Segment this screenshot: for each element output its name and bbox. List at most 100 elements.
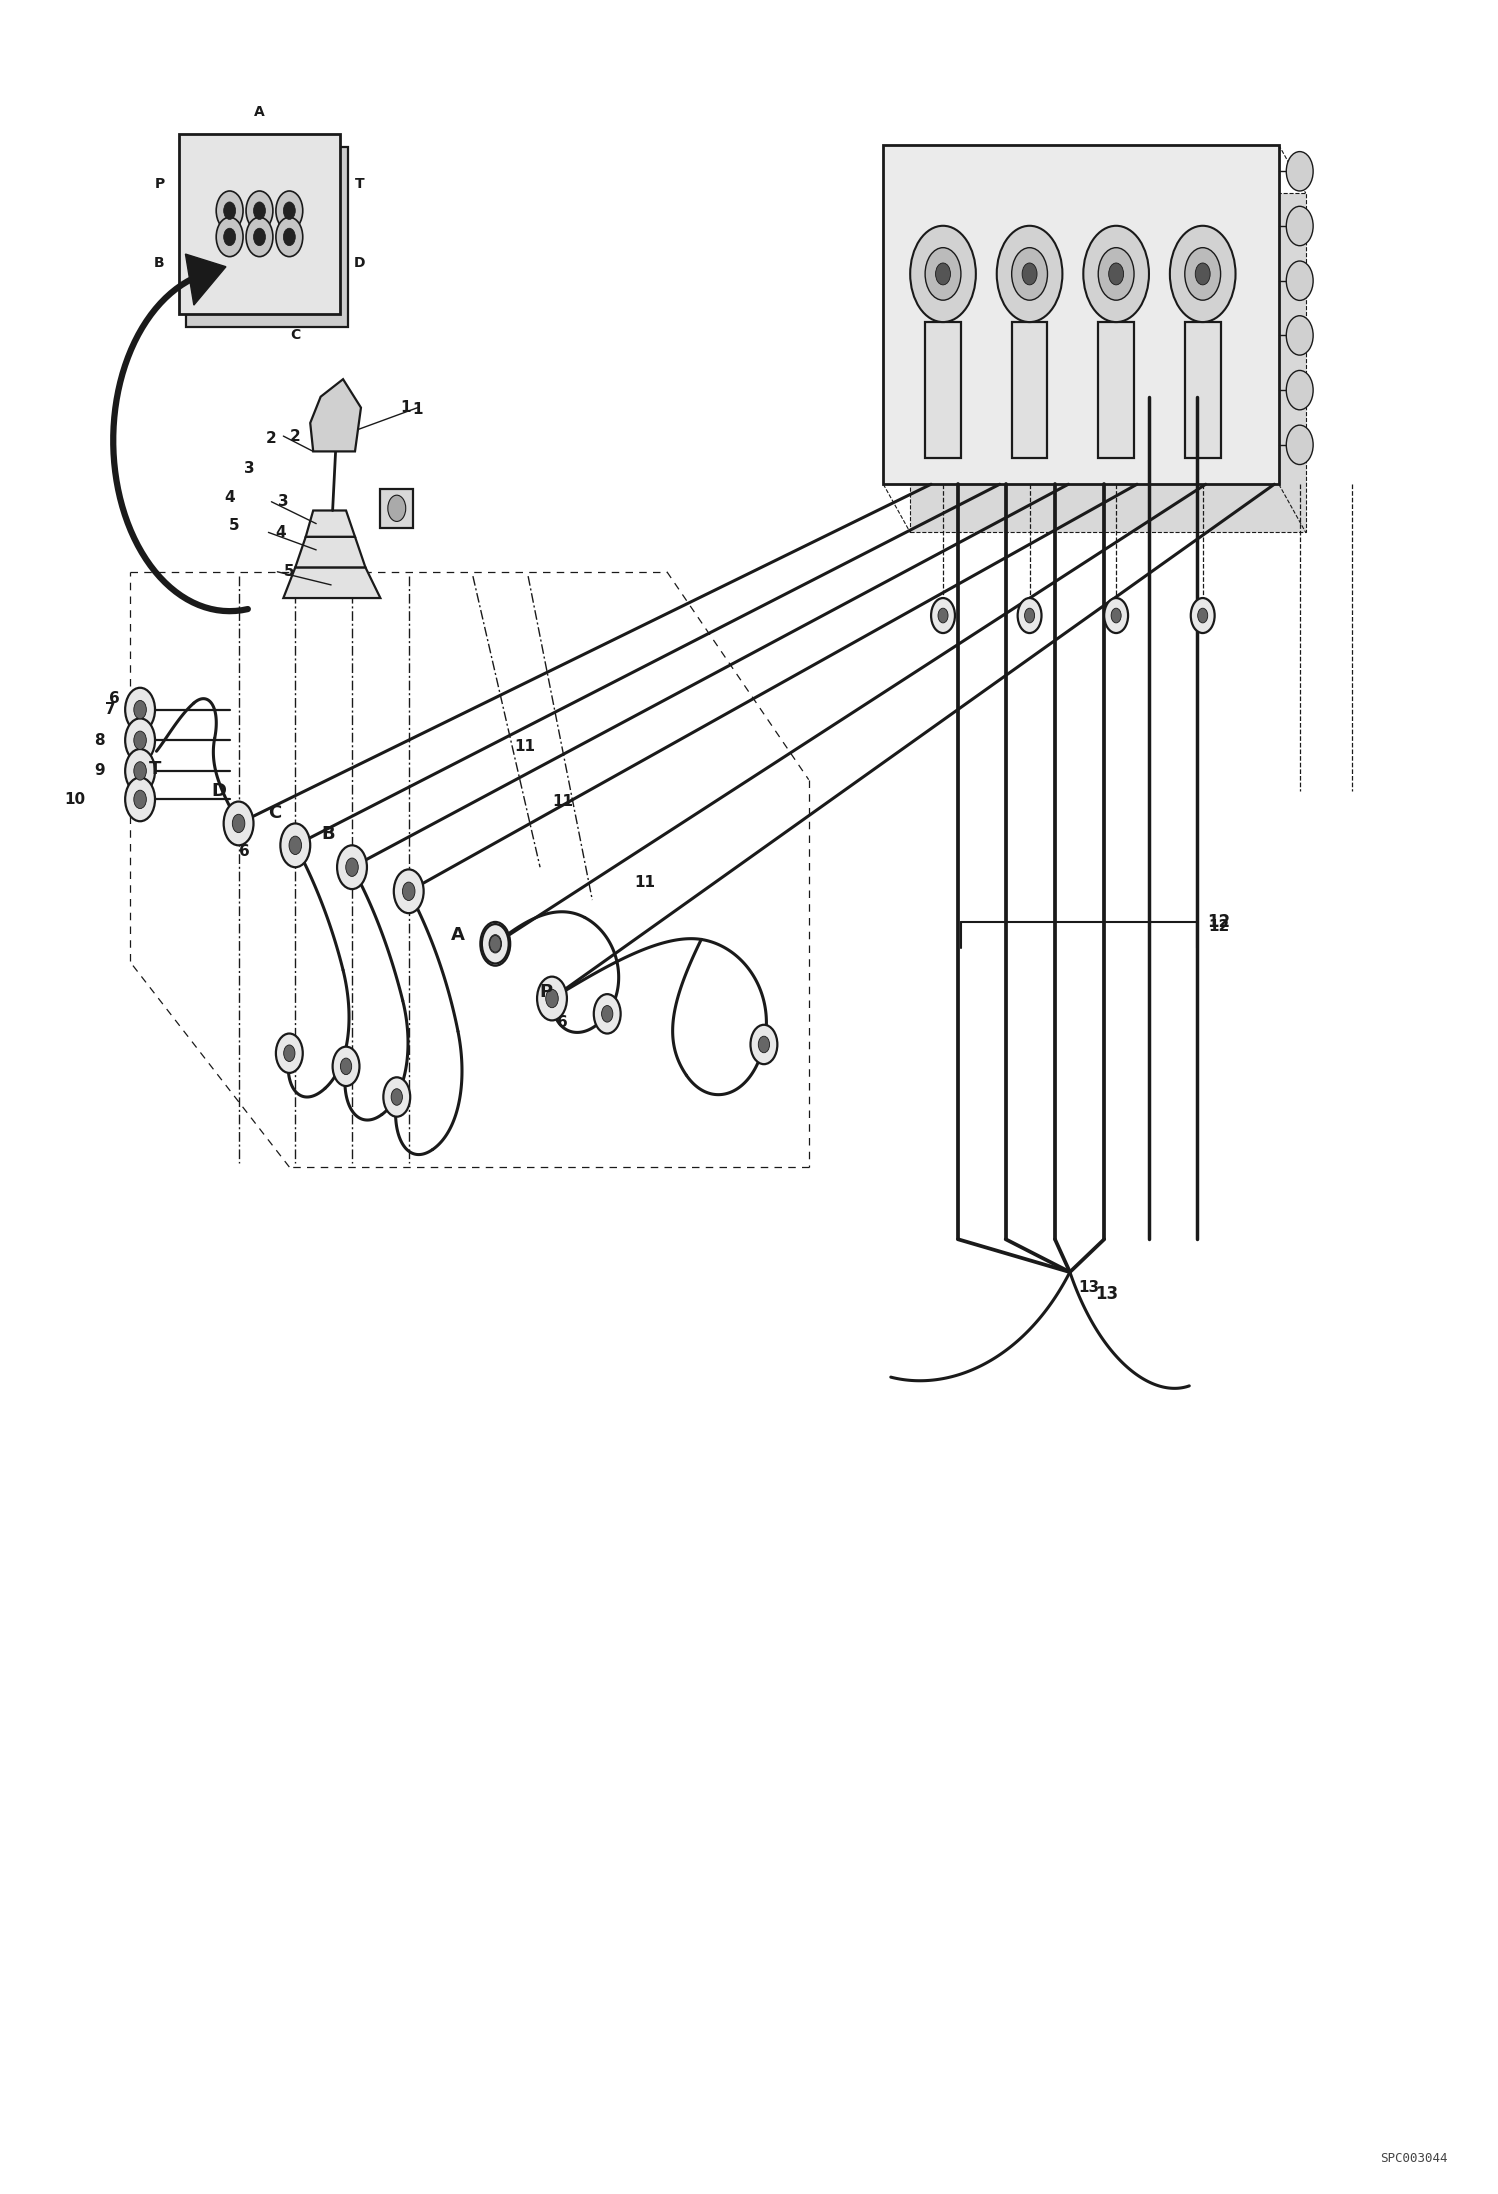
Text: 9: 9	[94, 764, 105, 779]
Text: 6: 6	[240, 845, 250, 860]
Circle shape	[276, 217, 303, 257]
Circle shape	[938, 608, 948, 623]
Text: 13: 13	[1095, 1286, 1119, 1303]
Text: 5: 5	[229, 518, 240, 533]
Circle shape	[1287, 371, 1314, 410]
Circle shape	[593, 994, 620, 1033]
Text: 13: 13	[1079, 1279, 1100, 1294]
Circle shape	[1109, 263, 1124, 285]
Bar	[1011, 323, 1047, 459]
Circle shape	[283, 202, 295, 219]
Circle shape	[758, 1036, 770, 1053]
Polygon shape	[310, 380, 361, 452]
Text: 12: 12	[1207, 913, 1231, 930]
Bar	[1185, 323, 1221, 459]
Circle shape	[1287, 206, 1314, 246]
Circle shape	[276, 191, 303, 230]
Polygon shape	[186, 255, 226, 305]
Circle shape	[340, 1058, 352, 1075]
Text: 10: 10	[64, 792, 85, 807]
Circle shape	[482, 924, 509, 963]
Circle shape	[333, 1047, 360, 1086]
Text: B: B	[154, 257, 165, 270]
Circle shape	[133, 790, 147, 810]
Text: P: P	[539, 983, 553, 1000]
Circle shape	[1191, 599, 1215, 634]
Circle shape	[383, 1077, 410, 1117]
Circle shape	[223, 228, 235, 246]
Text: 7: 7	[105, 702, 115, 717]
Text: C: C	[268, 803, 282, 821]
Text: 11: 11	[634, 875, 655, 891]
Text: 2: 2	[291, 428, 301, 443]
Text: B: B	[321, 825, 336, 842]
Circle shape	[246, 217, 273, 257]
Circle shape	[1098, 248, 1134, 301]
Circle shape	[1017, 599, 1041, 634]
Circle shape	[126, 717, 154, 761]
Circle shape	[246, 191, 273, 230]
Circle shape	[1287, 151, 1314, 191]
Text: A: A	[255, 105, 265, 118]
Circle shape	[936, 263, 950, 285]
Circle shape	[1011, 248, 1047, 301]
Circle shape	[216, 191, 243, 230]
Text: T: T	[148, 759, 162, 777]
Circle shape	[911, 226, 975, 323]
Circle shape	[926, 248, 960, 301]
Bar	[1098, 323, 1134, 459]
Circle shape	[1022, 263, 1037, 285]
Text: 8: 8	[94, 733, 105, 748]
Text: 6: 6	[557, 1016, 568, 1031]
Text: 5: 5	[285, 564, 295, 579]
Text: 1: 1	[412, 402, 422, 417]
Circle shape	[403, 882, 415, 900]
Circle shape	[216, 217, 243, 257]
Circle shape	[276, 1033, 303, 1073]
Circle shape	[232, 814, 244, 834]
Bar	[884, 145, 1279, 485]
Text: A: A	[451, 926, 464, 943]
Text: 4: 4	[276, 524, 286, 540]
Text: 12: 12	[1209, 919, 1230, 935]
Circle shape	[932, 599, 954, 634]
Circle shape	[1287, 426, 1314, 465]
Text: D: D	[354, 257, 366, 270]
Bar	[186, 147, 348, 327]
Circle shape	[346, 858, 358, 875]
Text: 1: 1	[400, 399, 410, 415]
Circle shape	[133, 700, 147, 720]
Text: C: C	[289, 329, 300, 342]
Circle shape	[289, 836, 301, 853]
Text: 3: 3	[244, 461, 255, 476]
Polygon shape	[295, 538, 366, 568]
Text: 3: 3	[279, 494, 289, 509]
Circle shape	[1083, 226, 1149, 323]
Circle shape	[283, 1044, 295, 1062]
Bar	[380, 489, 413, 529]
Text: T: T	[355, 178, 364, 191]
Circle shape	[280, 823, 310, 867]
Text: SPC003044: SPC003044	[1380, 2152, 1447, 2165]
Circle shape	[223, 202, 235, 219]
Polygon shape	[283, 568, 380, 599]
Circle shape	[253, 228, 265, 246]
Text: P: P	[154, 178, 165, 191]
Text: 11: 11	[515, 739, 536, 755]
Circle shape	[283, 228, 295, 246]
Bar	[178, 134, 340, 314]
Circle shape	[126, 687, 154, 731]
Bar	[926, 323, 960, 459]
Polygon shape	[306, 511, 355, 538]
Circle shape	[394, 869, 424, 913]
Circle shape	[1025, 608, 1035, 623]
Circle shape	[488, 935, 502, 952]
Circle shape	[490, 935, 500, 952]
Circle shape	[126, 777, 154, 821]
Circle shape	[1104, 599, 1128, 634]
Circle shape	[1195, 263, 1210, 285]
Circle shape	[996, 226, 1062, 323]
Circle shape	[545, 989, 559, 1007]
Circle shape	[253, 202, 265, 219]
Circle shape	[1287, 316, 1314, 355]
